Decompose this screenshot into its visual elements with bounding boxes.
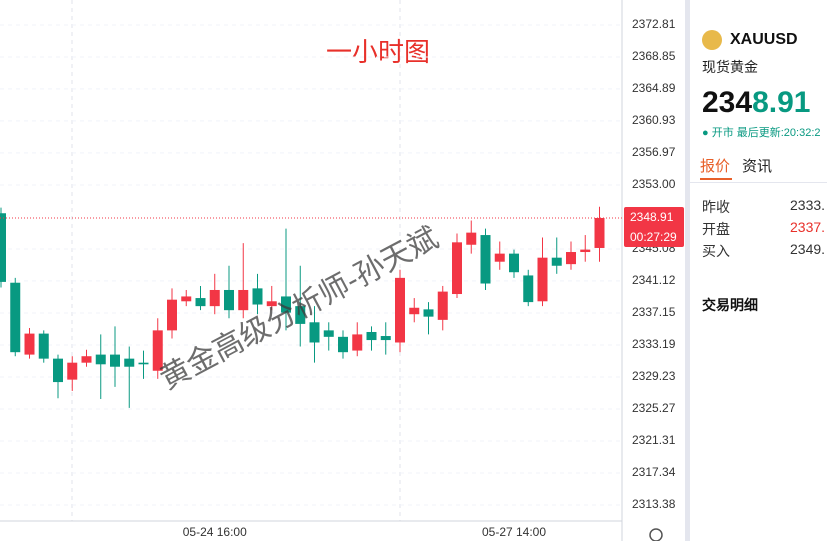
row-label: 昨收	[702, 199, 730, 215]
candle-body	[209, 289, 220, 307]
price-int: 234	[702, 86, 753, 119]
last-price-tag	[624, 207, 684, 248]
candle-body	[352, 334, 363, 351]
candle-body	[252, 288, 263, 305]
candle-body	[437, 291, 448, 320]
candle-body	[566, 252, 576, 265]
last-price-label: 2348.91	[630, 210, 674, 224]
candle-body	[295, 306, 306, 324]
divider	[685, 0, 690, 541]
candle-body	[494, 253, 505, 262]
candle-body	[309, 322, 320, 343]
symbol-icon	[702, 30, 722, 50]
candle-body	[224, 289, 234, 311]
row-value: 2349.	[790, 241, 826, 257]
candle-body	[281, 296, 291, 313]
candle-body	[95, 354, 106, 365]
candle-body	[380, 336, 391, 341]
candle-body	[238, 289, 249, 311]
tab-underline	[700, 178, 732, 180]
chart: 一小时图 2313.38 2317.34 2321.31 2325.27 2329.23…	[0, 0, 684, 541]
candle-body	[366, 331, 377, 341]
candle-body	[594, 218, 605, 248]
symbol: XAUUSD	[730, 31, 798, 48]
candle-body	[466, 232, 477, 245]
candle-body	[110, 354, 120, 367]
candle-body	[67, 362, 78, 380]
y-tick-label: 2329.23	[632, 369, 676, 383]
y-tick-label: 2364.89	[632, 81, 676, 95]
tab[interactable]: 报价	[700, 158, 731, 175]
candle-body	[480, 235, 491, 284]
candle-body	[138, 362, 149, 365]
y-tick-label: 2341.12	[632, 273, 676, 287]
candle-body	[124, 358, 135, 367]
row-value: 2333.	[790, 197, 826, 213]
candle-body	[537, 257, 548, 302]
section-title: 交易明细	[702, 297, 758, 313]
annotation: 一小时图	[326, 37, 430, 67]
candle-body	[10, 282, 21, 353]
y-tick-label: 2337.15	[632, 305, 676, 319]
candle-body	[24, 333, 35, 355]
candle-body	[266, 301, 277, 307]
y-tick-label: 2313.38	[632, 497, 676, 511]
candle-body	[551, 257, 562, 266]
candle-body	[338, 336, 348, 353]
y-tick-label: 2356.97	[632, 145, 676, 159]
status: ● 开市 最后更新:20:32:2	[702, 127, 821, 139]
candle-body	[395, 277, 405, 343]
y-tick-label: 2353.00	[632, 177, 676, 191]
candle-body	[452, 242, 462, 295]
x-tick-label: 05-24 16:00	[183, 525, 247, 539]
countdown: 00:27:29	[630, 230, 677, 244]
candle-body	[81, 356, 92, 363]
y-tick-label: 2372.81	[632, 17, 676, 31]
candle-body	[38, 333, 49, 359]
tab[interactable]: 资讯	[742, 158, 773, 175]
y-tick-label: 2360.93	[632, 113, 676, 127]
y-tick-label: 2317.34	[632, 465, 676, 479]
candle-body	[53, 358, 63, 383]
row-label: 买入	[702, 243, 730, 259]
candle-body	[323, 330, 334, 337]
candle-body	[580, 249, 591, 253]
y-tick-label: 2368.85	[632, 49, 676, 63]
y-tick-label: 2321.31	[632, 433, 676, 447]
candle-body	[181, 296, 192, 302]
price: 2348.91	[702, 86, 810, 120]
instrument-name: 现货黄金	[702, 59, 758, 75]
candle-body	[523, 275, 534, 303]
candle-body	[409, 307, 420, 315]
candle-body	[152, 330, 163, 371]
candle-body	[423, 309, 434, 317]
y-tick-label: 2333.19	[632, 337, 676, 351]
separator	[690, 182, 827, 183]
price-frac: 8.91	[752, 86, 811, 119]
candle-body	[0, 213, 6, 282]
candle-body	[509, 253, 519, 273]
y-tick-label: 2325.27	[632, 401, 676, 415]
settings-icon[interactable]	[649, 528, 663, 541]
candle-body	[195, 298, 206, 307]
side-panel: XAUUSD 现货黄金 2348.91 ● 开市 最后更新:20:32:2 报价…	[690, 0, 827, 541]
x-tick-label: 05-27 14:00	[482, 525, 546, 539]
row-label: 开盘	[702, 221, 730, 237]
row-value: 2337.	[790, 219, 826, 235]
candle-body	[167, 299, 177, 331]
